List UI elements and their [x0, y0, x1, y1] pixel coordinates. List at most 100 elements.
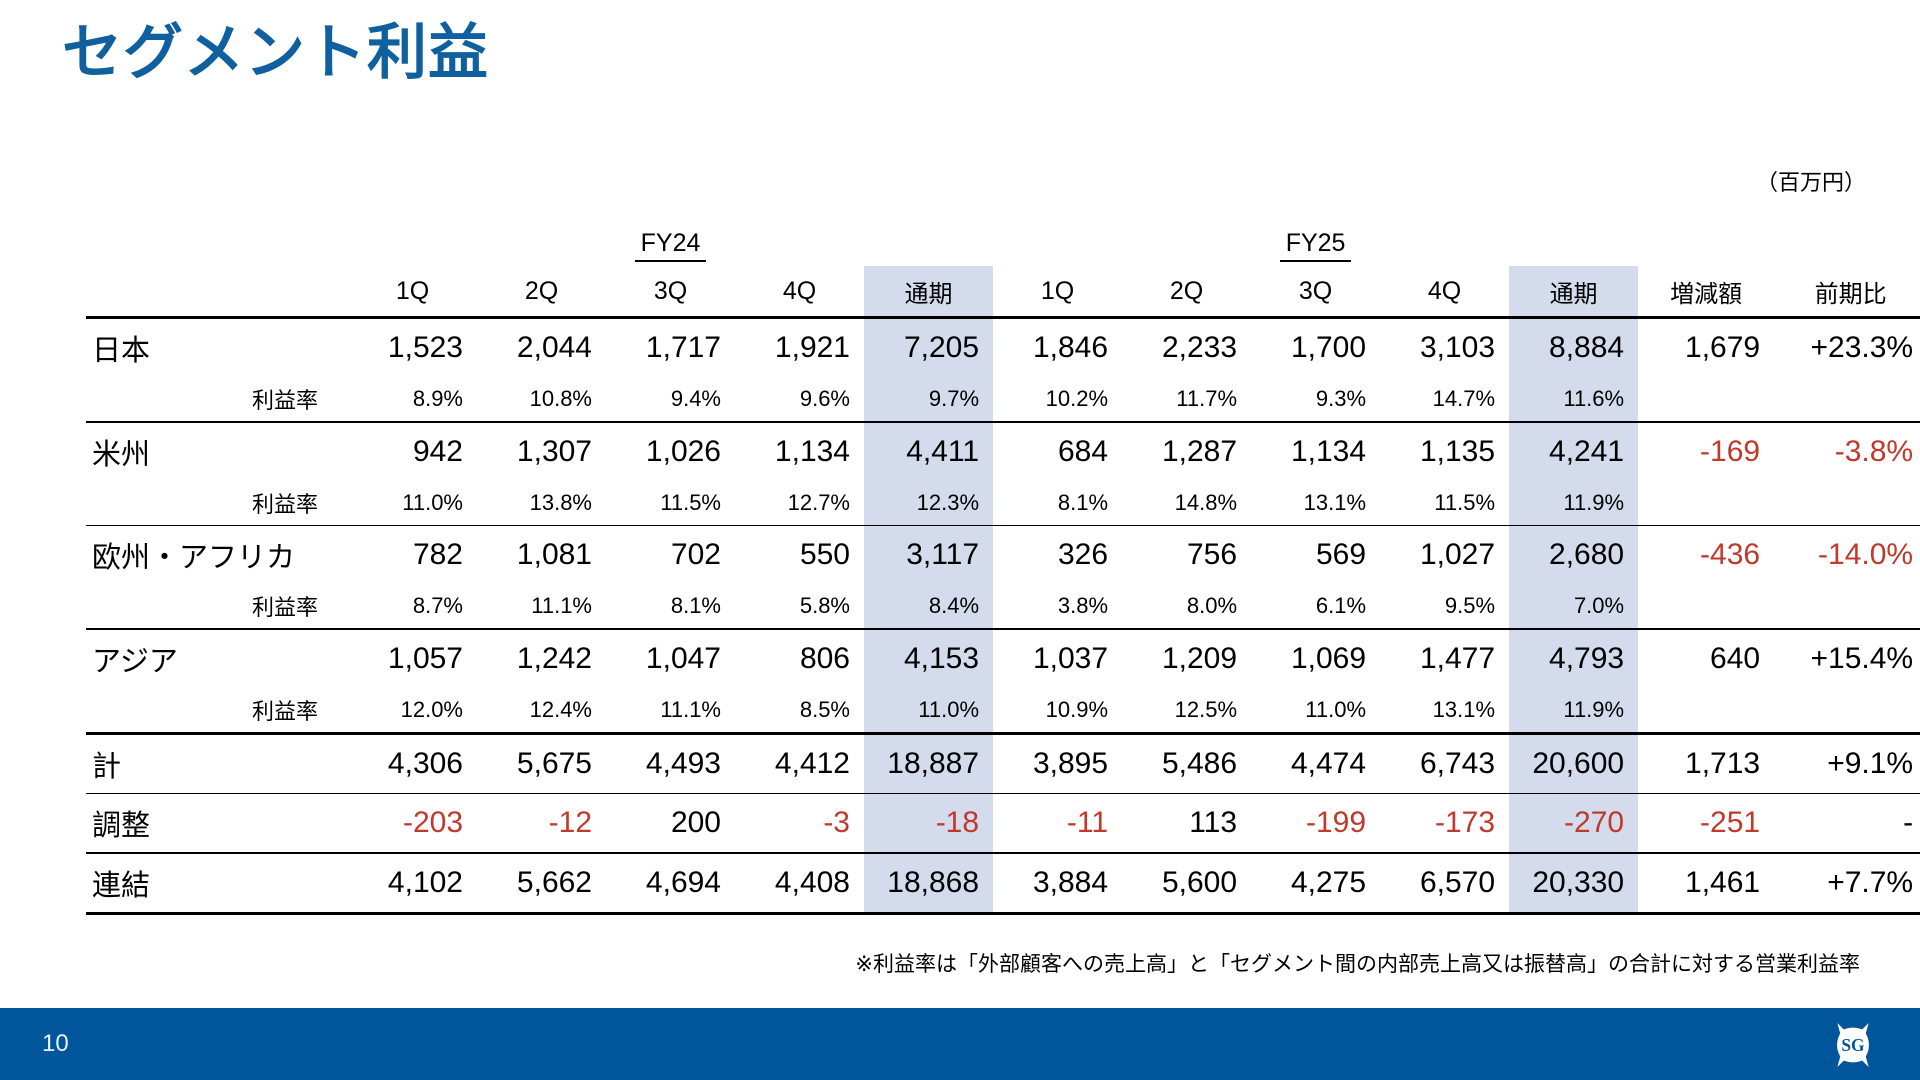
cell-ratio-fy25_4q: 11.5% — [1434, 489, 1496, 515]
row-label-ratio: 利益率 — [251, 388, 318, 413]
cell-fy25_1q: 3,895 — [1032, 746, 1109, 780]
divider-segment — [1122, 852, 1252, 854]
cell-fy24_4q: -3 — [823, 806, 850, 839]
divider-segment — [86, 421, 348, 423]
row-label: 連結 — [92, 869, 151, 902]
divider-segment — [348, 731, 477, 735]
divider-segment — [1509, 911, 1639, 915]
cell-yoy: +23.3% — [1810, 331, 1914, 364]
cell-ratio-fy25_3q: 9.3% — [1315, 386, 1367, 411]
cell-ratio-fy24_fy: 9.7% — [864, 377, 994, 421]
divider-segment — [1122, 911, 1252, 915]
divider-segment — [477, 316, 606, 319]
divider-segment — [86, 852, 348, 854]
table-row-米州: 米州 942 1,307 1,026 1,134 4,411 684 1,287 1,134 1,… — [86, 422, 1920, 481]
divider-segment — [1774, 792, 1920, 794]
cell-fy25_2q: 5,486 — [1161, 746, 1238, 780]
cell-ratio-fy24_1q: 8.9% — [412, 386, 463, 411]
divider-segment — [1380, 731, 1510, 735]
cell-delta: -436 — [1700, 538, 1761, 571]
segment-divider — [86, 731, 1920, 735]
cell-ratio-yoy — [1774, 377, 1920, 421]
divider-segment — [864, 911, 994, 915]
divider-segment — [1251, 628, 1381, 630]
cell-ratio-fy25_3q: 13.1% — [1303, 489, 1367, 515]
cell-delta: 1,461 — [1685, 865, 1761, 899]
divider-segment — [993, 421, 1123, 423]
cell-delta: 1,713 — [1685, 746, 1761, 780]
divider-segment — [1638, 421, 1775, 423]
divider-segment — [735, 911, 864, 915]
divider-segment — [1509, 792, 1639, 794]
divider-segment — [1638, 316, 1775, 319]
divider-segment — [1251, 421, 1381, 423]
cell-fy25_1q: 326 — [1057, 538, 1109, 571]
cell-fy24_2q: 5,675 — [516, 746, 592, 780]
cell-fy24_2q: 5,662 — [516, 865, 592, 899]
cell-ratio-fy24_1q: 11.0% — [402, 489, 463, 515]
cell-fy25_fy: -270 — [1509, 794, 1639, 852]
footnote: ※利益率は「外部顧客への売上高」と「セグメント間の内部売上高又は振替高」の合計に… — [855, 953, 1860, 976]
divider-segment — [1122, 628, 1252, 630]
column-header-fy24_1q: 1Q — [395, 276, 430, 305]
divider-segment — [1774, 316, 1920, 319]
divider-segment — [1122, 792, 1252, 794]
divider-segment — [1638, 628, 1775, 630]
group-header-spacer — [86, 224, 348, 266]
table-row-欧州・アフリカ: 欧州・アフリカ 782 1,081 702 550 3,117 326 756 569 1,027… — [86, 526, 1920, 584]
cell-fy25_3q: 1,134 — [1290, 434, 1367, 468]
column-header-label — [86, 266, 348, 316]
divider-segment — [864, 316, 994, 319]
divider-segment — [348, 628, 477, 630]
footer-bar: 10 SG — [0, 1008, 1920, 1080]
divider-segment — [735, 421, 864, 423]
divider-segment — [1509, 731, 1639, 735]
cell-ratio-yoy — [1774, 688, 1920, 732]
cell-ratio-fy25_1q: 10.9% — [1045, 696, 1109, 722]
cell-fy25_1q: 1,846 — [1032, 331, 1109, 364]
cell-ratio-fy24_3q: 11.1% — [660, 696, 721, 722]
divider-segment — [1774, 852, 1920, 854]
column-header-fy24_4q: 4Q — [782, 276, 817, 305]
cell-ratio-fy25_3q: 11.0% — [1305, 696, 1367, 722]
cell-fy25_4q: 1,477 — [1419, 641, 1496, 675]
divider-segment — [1251, 911, 1381, 915]
cell-fy24_3q: 1,047 — [645, 641, 721, 675]
cell-fy24_1q: 782 — [412, 538, 463, 571]
cell-ratio-fy25_1q: 10.2% — [1045, 386, 1109, 411]
row-label-ratio: 利益率 — [251, 698, 318, 724]
cell-fy25_2q: 2,233 — [1161, 331, 1238, 364]
divider-segment — [1122, 524, 1252, 526]
divider-segment — [1638, 792, 1775, 794]
cell-fy24_fy: 3,117 — [864, 526, 994, 584]
row-label: 計 — [92, 750, 122, 783]
cell-ratio-delta — [1638, 688, 1774, 732]
divider-segment — [1638, 731, 1775, 735]
cell-ratio-fy24_3q: 8.1% — [670, 593, 721, 618]
cell-ratio-fy24_4q: 5.8% — [799, 593, 850, 618]
divider-segment — [993, 852, 1123, 854]
cell-yoy: +9.1% — [1827, 746, 1914, 780]
cell-ratio-fy25_2q: 14.8% — [1174, 489, 1238, 515]
cell-delta: 1,679 — [1685, 331, 1761, 364]
table-row-ratio: 利益率 8.7% 11.1% 8.1% 5.8% 8.4% 3.8% 8.0% 6.1% 9.5%… — [86, 584, 1920, 628]
divider-segment — [1380, 911, 1510, 915]
divider-segment — [86, 524, 348, 526]
divider-segment — [348, 316, 477, 319]
divider-segment — [993, 628, 1123, 630]
row-label-ratio: 利益率 — [251, 491, 318, 517]
column-header-row: 1Q 2Q 3Q 4Q 通期 1Q 2Q 3Q 4Q 通期 増減額 前期比 — [86, 266, 1920, 316]
group-header-row: FY24 FY25 — [86, 224, 1920, 266]
cell-fy24_3q: 200 — [670, 806, 721, 839]
divider-segment — [735, 792, 864, 794]
cell-ratio-fy25_fy: 11.6% — [1509, 377, 1639, 421]
divider-segment — [1774, 421, 1920, 423]
cell-ratio-fy24_3q: 9.4% — [670, 386, 721, 411]
cell-fy24_1q: -203 — [402, 806, 463, 839]
cell-yoy: -3.8% — [1834, 434, 1914, 468]
divider-segment — [1509, 421, 1639, 423]
cell-ratio-fy25_fy: 11.9% — [1509, 480, 1639, 525]
cell-fy24_3q: 4,493 — [645, 746, 721, 780]
cell-fy25_1q: 1,037 — [1032, 641, 1109, 675]
divider-segment — [1509, 628, 1639, 630]
